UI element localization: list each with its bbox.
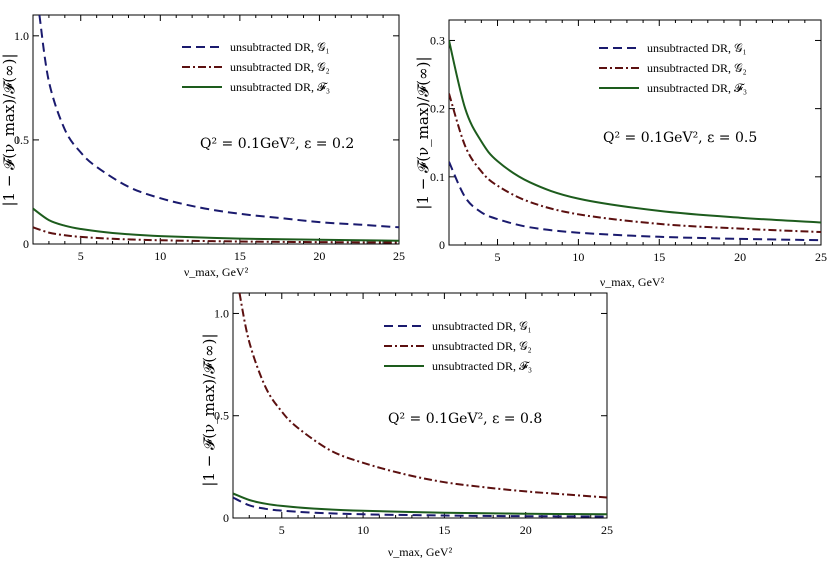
legend-label: unsubtracted DR, 𝓕₃ (647, 81, 747, 95)
x-tick-label: 10 (572, 250, 584, 264)
x-axis: 5 10 15 20 25 (48, 15, 405, 263)
series-line (233, 492, 607, 516)
plot-frame (448, 19, 822, 246)
y-tick-label: 0.3 (430, 33, 445, 47)
x-axis: 5 10 15 20 25 (464, 20, 827, 264)
y-axis: 0 0.5 1.0 (214, 306, 607, 525)
x-tick-label: 20 (734, 250, 746, 264)
legend-label: unsubtracted DR, 𝓕₃ (432, 359, 532, 373)
legend-label: unsubtracted DR, 𝒢₂ (230, 60, 330, 74)
x-axis-label: ν_max, GeV² (388, 545, 453, 559)
parameter-annotation: Q² = 0.1GeV², ε = 0.2 (200, 136, 354, 152)
x-tick-label: 25 (393, 249, 405, 263)
plot-frame (232, 292, 608, 519)
legend-label: unsubtracted DR, 𝓕₃ (230, 80, 330, 94)
x-tick-label: 15 (438, 523, 450, 537)
series-lines (33, 15, 399, 244)
y-tick-label: 0.5 (214, 409, 229, 423)
x-tick-label: 10 (357, 523, 369, 537)
y-tick-label: 1.0 (214, 306, 229, 320)
legend-label: unsubtracted DR, 𝒢₂ (647, 61, 747, 75)
parameter-annotation: Q² = 0.1GeV², ε = 0.8 (388, 411, 542, 427)
y-tick-label: 0.1 (430, 170, 445, 184)
legend: unsubtracted DR, 𝒢₁ unsubtracted DR, 𝒢₂ un… (599, 41, 747, 95)
series-line (449, 93, 821, 233)
x-tick-label: 15 (234, 249, 246, 263)
series-line (449, 161, 821, 242)
series-lines (233, 293, 607, 518)
x-tick-label: 25 (601, 523, 613, 537)
series-line (238, 293, 607, 499)
legend-label: unsubtracted DR, 𝒢₁ (432, 319, 532, 333)
x-tick-label: 10 (154, 249, 166, 263)
series-lines (449, 40, 821, 242)
chart-panel-3: 0 0.5 1.0 5 10 15 20 25 |1 − 𝓕(ν_max)/𝓕(∞)| ν_… (200, 292, 613, 559)
series-line (449, 40, 821, 224)
y-axis-label: |1 − 𝓕(ν_max)/𝓕(∞)| (0, 53, 18, 206)
chart-panel-2: 0 0.1 0.2 0.3 5 10 15 20 25 |1 − 𝓕(ν_max)/𝓕(∞)|… (414, 19, 827, 289)
parameter-annotation: Q² = 0.1GeV², ε = 0.5 (603, 130, 757, 146)
y-tick-label: 0 (223, 511, 229, 525)
x-tick-label: 25 (815, 250, 827, 264)
legend: unsubtracted DR, 𝒢₁ unsubtracted DR, 𝒢₂ un… (182, 40, 330, 94)
legend-label: unsubtracted DR, 𝒢₁ (230, 40, 330, 54)
y-axis: 0 0.5 1.0 (14, 29, 399, 251)
y-tick-label: 0.5 (14, 133, 29, 147)
series-line (233, 496, 607, 518)
x-tick-label: 5 (279, 523, 285, 537)
y-tick-label: 0 (439, 238, 445, 252)
x-tick-label: 20 (313, 249, 325, 263)
chart-panel-1: 0 0.5 1.0 5 10 15 20 25 |1 − 𝓕(ν_max)/𝓕(∞)| ν_… (0, 14, 405, 279)
y-tick-label: 0 (23, 237, 29, 251)
y-tick-label: 0.2 (430, 102, 445, 116)
y-tick-label: 1.0 (14, 29, 29, 43)
y-axis: 0 0.1 0.2 0.3 (430, 33, 821, 252)
x-axis-label: ν_max, GeV² (600, 275, 665, 289)
x-tick-label: 5 (78, 249, 84, 263)
y-axis-label: |1 − 𝓕(ν_max)/𝓕(∞)| (200, 333, 218, 486)
plot-frame (32, 14, 400, 245)
y-axis-label: |1 − 𝓕(ν_max)/𝓕(∞)| (414, 56, 432, 209)
series-line (33, 207, 399, 242)
x-axis-label: ν_max, GeV² (184, 265, 249, 279)
x-tick-label: 5 (495, 250, 501, 264)
legend-label: unsubtracted DR, 𝒢₂ (432, 339, 532, 353)
legend: unsubtracted DR, 𝒢₁ unsubtracted DR, 𝒢₂ un… (384, 319, 532, 373)
x-tick-label: 15 (653, 250, 665, 264)
series-line (38, 15, 399, 229)
legend-label: unsubtracted DR, 𝒢₁ (647, 41, 747, 55)
series-line (33, 226, 399, 244)
x-tick-label: 20 (520, 523, 532, 537)
